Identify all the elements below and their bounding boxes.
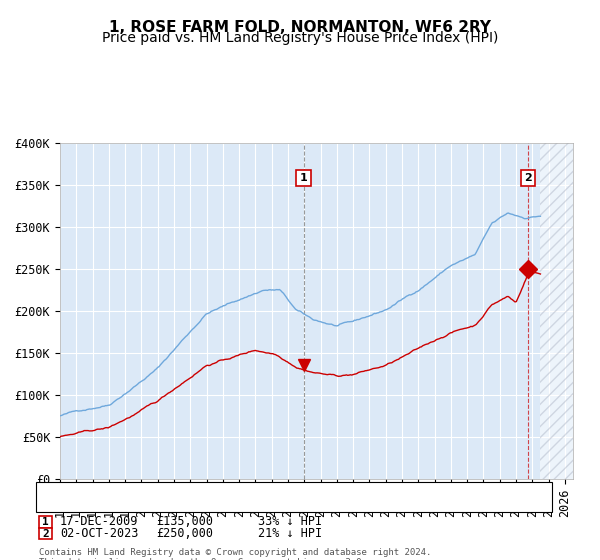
Text: 1, ROSE FARM FOLD, NORMANTON, WF6 2RY (detached house): 1, ROSE FARM FOLD, NORMANTON, WF6 2RY (d… [99,493,437,502]
Text: ———: ——— [60,490,88,505]
Text: Contains HM Land Registry data © Crown copyright and database right 2024.
This d: Contains HM Land Registry data © Crown c… [39,548,431,560]
Bar [541,143,573,479]
Text: HPI: Average price, detached house, Wakefield: HPI: Average price, detached house, Wake… [99,503,380,513]
Text: 33% ↓ HPI: 33% ↓ HPI [258,515,322,529]
Text: Price paid vs. HM Land Registry's House Price Index (HPI): Price paid vs. HM Land Registry's House … [102,31,498,45]
Text: 1: 1 [42,517,49,527]
Text: 21% ↓ HPI: 21% ↓ HPI [258,527,322,540]
Text: 1: 1 [300,173,308,183]
Text: 2: 2 [42,529,49,539]
Text: £250,000: £250,000 [156,527,213,540]
Text: 02-OCT-2023: 02-OCT-2023 [60,527,139,540]
Text: ———: ——— [60,501,88,516]
Text: 17-DEC-2009: 17-DEC-2009 [60,515,139,529]
Text: £135,000: £135,000 [156,515,213,529]
Text: 2: 2 [524,173,532,183]
Text: 1, ROSE FARM FOLD, NORMANTON, WF6 2RY: 1, ROSE FARM FOLD, NORMANTON, WF6 2RY [109,20,491,35]
